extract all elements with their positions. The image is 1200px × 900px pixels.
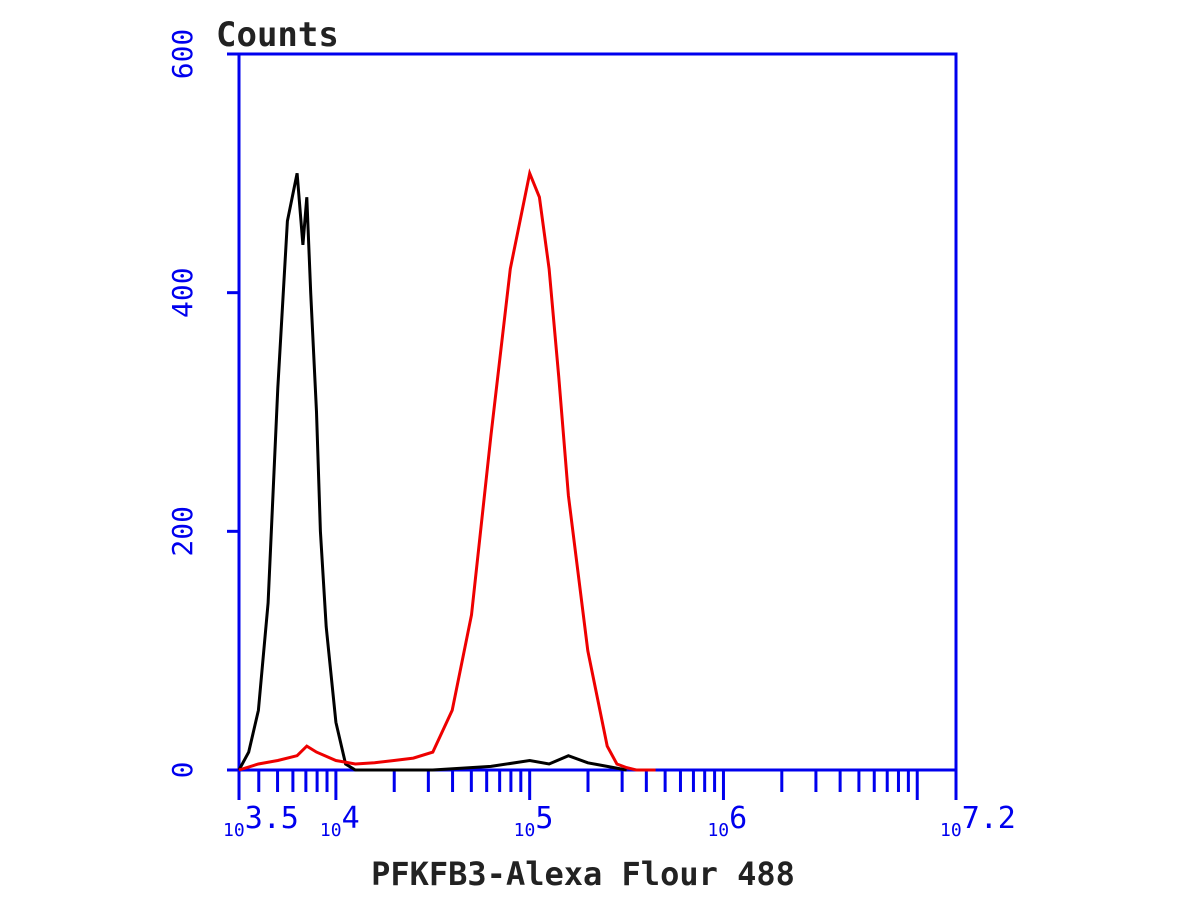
- y-tick-label: 0: [166, 762, 199, 779]
- x-tick-label: 106: [707, 801, 747, 841]
- y-tick-label: 200: [166, 506, 199, 557]
- x-tick-label: 104: [320, 801, 360, 841]
- series-line-1: [237, 173, 627, 772]
- x-tick-label: 105: [514, 801, 554, 841]
- y-tick-label: 400: [166, 267, 199, 318]
- plot-frame: [237, 52, 958, 772]
- x-tick-labels: 103.5 104 105 106 107.2: [223, 801, 1016, 841]
- x-axis-title: PFKFB3-Alexa Flour 488: [371, 855, 795, 893]
- x-axis-ticks: [227, 52, 958, 800]
- series-layer: [237, 168, 656, 772]
- series-line-2: [238, 168, 656, 772]
- y-tick-label: 600: [166, 29, 199, 80]
- x-tick-label: 107.2: [940, 801, 1016, 841]
- y-tick-labels: 0 200 400 600: [166, 29, 199, 779]
- y-axis-title: Counts: [216, 15, 339, 55]
- x-tick-label: 103.5: [223, 801, 299, 841]
